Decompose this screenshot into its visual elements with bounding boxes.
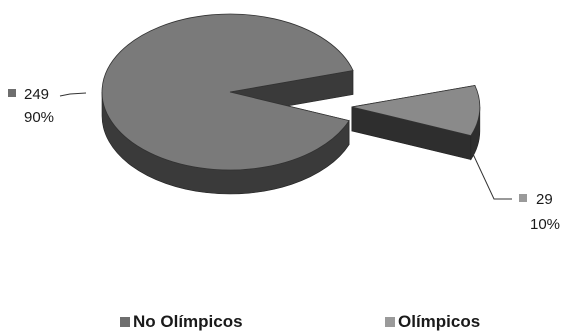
data-label-value-olimpicos: 29 xyxy=(536,191,553,208)
legend: No Olímpicos Olímpicos xyxy=(120,312,480,331)
legend-label-olimpicos: Olímpicos xyxy=(398,312,480,331)
slice-top-olimpicos xyxy=(351,85,481,137)
legend-label-no-olimpicos: No Olímpicos xyxy=(133,312,243,331)
legend-swatch-no-olimpicos xyxy=(120,317,130,327)
data-label-swatch-no-olimpicos xyxy=(8,89,16,97)
data-label-percent-no-olimpicos: 90% xyxy=(24,109,54,126)
leader-line-no-olimpicos xyxy=(59,92,87,97)
pie-layer xyxy=(101,13,481,195)
data-label-olimpicos: 29 10% xyxy=(472,153,560,233)
data-label-percent-olimpicos: 10% xyxy=(530,216,560,233)
legend-swatch-olimpicos xyxy=(385,317,395,327)
legend-item-no-olimpicos: No Olímpicos xyxy=(120,312,243,331)
data-label-value-no-olimpicos: 249 xyxy=(24,86,49,103)
leader-line-olimpicos xyxy=(472,153,512,200)
legend-item-olimpicos: Olímpicos xyxy=(385,312,480,331)
slice-top-no-olimpicos xyxy=(101,13,354,171)
data-label-swatch-olimpicos xyxy=(519,194,527,202)
data-label-no-olimpicos: 249 90% xyxy=(8,86,87,126)
